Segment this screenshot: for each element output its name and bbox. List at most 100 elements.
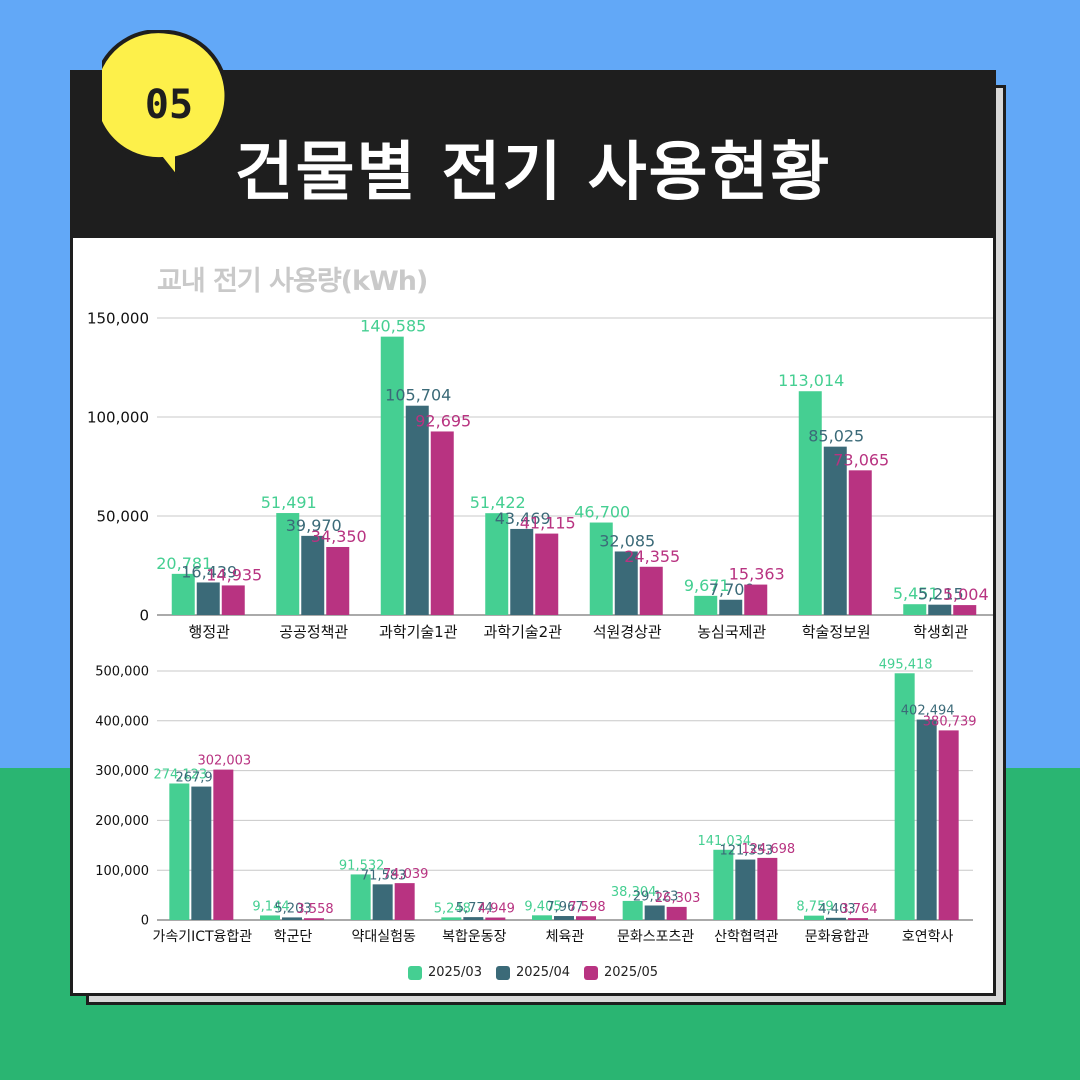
chart2-ytick: 300,000 xyxy=(95,764,149,779)
chart1-value-label: 73,065 xyxy=(833,450,889,469)
chart1-bar xyxy=(485,513,509,615)
chart-upper: 0 50,000 100,000 150,000 행정관 20,78116,43914,9… xyxy=(87,309,993,641)
chart2-bar xyxy=(441,917,462,920)
chart2-value-label: 402,494 xyxy=(901,704,955,719)
chart1-value-label: 51,422 xyxy=(470,493,526,512)
chart1-bar xyxy=(510,528,534,615)
chart2-ytick: 500,000 xyxy=(95,665,149,680)
chart1-category-label: 석원경상관 xyxy=(593,623,662,641)
legend-item-2: 2025/04 xyxy=(495,965,570,980)
chart2-bar xyxy=(757,857,778,920)
legend-item-3: 2025/05 xyxy=(584,965,658,980)
chart2-bar xyxy=(532,915,552,920)
chart-lower: 0 100,000 200,000 300,000 400,000 500,000 가속기I… xyxy=(95,657,977,945)
chart1-category-label: 행정관 xyxy=(189,623,231,641)
chart2-bar xyxy=(485,917,506,920)
chart2-value-label: 4,403 xyxy=(818,902,855,917)
chart1-value-label: 92,695 xyxy=(415,411,471,430)
chart2-value-label: 121,353 xyxy=(719,844,773,859)
chart1-bar xyxy=(953,605,977,615)
chart1-value-label: 41,115 xyxy=(520,514,576,533)
chart2-value-label: 5,248 xyxy=(434,901,471,916)
chart2-bar xyxy=(848,918,868,920)
legend-label-1: 2025/03 xyxy=(427,965,482,980)
chart1-bar xyxy=(326,546,350,615)
chart2-bar xyxy=(191,786,212,920)
chart1-value-label: 34,350 xyxy=(311,527,367,546)
header-bar: 건물별 전기 사용현황 xyxy=(73,73,993,238)
chart2-bar xyxy=(554,916,574,920)
chart2-value-label: 4,949 xyxy=(478,902,515,917)
chart1-value-label: 5,004 xyxy=(943,585,989,604)
chart1-bar xyxy=(694,595,718,615)
legend-label-2: 2025/04 xyxy=(515,965,570,980)
chart1-bar xyxy=(903,604,927,615)
chart2-bar xyxy=(938,730,959,920)
chart1-bar xyxy=(928,604,952,615)
chart2-value-label: 5,203 xyxy=(274,901,311,916)
chart2-value-label: 7,967 xyxy=(546,900,583,915)
chart2-ytick: 400,000 xyxy=(95,714,149,729)
chart1-bar xyxy=(589,522,613,615)
chart2-value-label: 141,034 xyxy=(697,834,751,849)
chart2-bar xyxy=(713,849,734,920)
chart1-value-label: 85,025 xyxy=(808,427,864,446)
chart2-category-label: 가속기ICT융합관 xyxy=(152,929,252,945)
chart1-category-label: 학생회관 xyxy=(913,623,968,641)
legend-swatch-2 xyxy=(495,965,510,980)
chart1-bar xyxy=(221,585,245,615)
chart1-bar xyxy=(171,573,195,615)
chart1-bar xyxy=(639,566,663,615)
chart2-bar xyxy=(826,917,846,920)
page-title: 건물별 전기 사용현황 xyxy=(234,136,832,210)
chart1-bar xyxy=(301,535,325,615)
chart2-category-label: 호연학사 xyxy=(902,929,954,945)
chart2-bar xyxy=(260,915,280,920)
chart2-value-label: 3,558 xyxy=(296,902,333,917)
chart2-value-label: 26,303 xyxy=(655,891,701,906)
chart1-bar xyxy=(380,336,404,615)
chart1-value-label: 5,215 xyxy=(918,585,964,604)
chart2-value-label: 71,583 xyxy=(361,868,407,883)
chart1-category-label: 과학기술2관 xyxy=(483,623,562,641)
chart1-category-label: 농심국제관 xyxy=(697,623,766,641)
chart1-bar xyxy=(405,405,429,615)
chart2-bar xyxy=(622,900,643,920)
speech-bubble-icon xyxy=(92,29,229,184)
chart1-category-label: 공공정책관 xyxy=(279,623,348,641)
chart1-bar xyxy=(430,431,454,615)
chart2-category-label: 학군단 xyxy=(274,929,313,945)
chart2-bar xyxy=(372,884,393,920)
chart1-bar xyxy=(276,513,300,615)
chart2-value-label: 38,304 xyxy=(611,885,657,900)
chart2-value-label: 5,774 xyxy=(456,901,493,916)
chart2-value-label: 274,123 xyxy=(153,767,207,782)
chart2-value-label: 380,739 xyxy=(923,714,977,729)
chart1-value-label: 5,451 xyxy=(893,584,939,603)
number-badge: 05 xyxy=(92,29,242,190)
chart2-bar xyxy=(463,917,484,920)
chart2-value-label: 3,764 xyxy=(840,902,877,917)
chart2-value-label: 29,123 xyxy=(633,889,679,904)
chart2-category-label: 체육관 xyxy=(546,929,585,945)
legend-item-1: 2025/03 xyxy=(407,965,482,980)
chart1-bar xyxy=(719,599,743,615)
chart2-category-label: 산학협력관 xyxy=(714,929,779,945)
chart1-value-label: 39,970 xyxy=(286,516,342,535)
chart1-ytick: 150,000 xyxy=(87,309,149,327)
chart2-bar xyxy=(894,673,915,920)
chart1-value-label: 7,700 xyxy=(709,580,755,599)
chart2-bar xyxy=(666,906,687,920)
chart1-value-label: 113,014 xyxy=(778,371,844,390)
chart2-bar xyxy=(916,719,937,920)
chart2-category-label: 문화스포츠관 xyxy=(617,929,694,945)
chart1-bar xyxy=(848,470,872,615)
chart2-bar xyxy=(735,859,756,920)
chart2-value-label: 124,698 xyxy=(741,842,795,857)
chart1-ytick: 0 xyxy=(139,606,149,624)
chart1-value-label: 24,355 xyxy=(624,547,680,566)
legend-label-3: 2025/05 xyxy=(604,965,659,980)
legend: 2025/03 2025/04 2025/05 xyxy=(73,965,993,980)
chart2-ytick: 200,000 xyxy=(95,814,149,829)
chart1-value-label: 140,585 xyxy=(360,317,426,336)
